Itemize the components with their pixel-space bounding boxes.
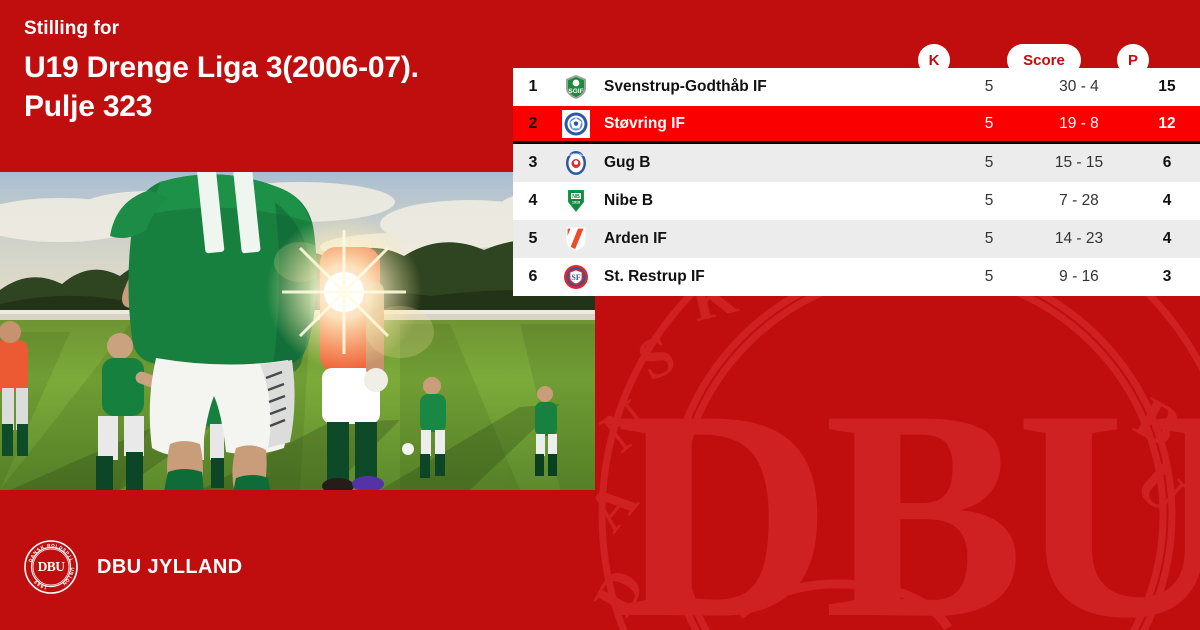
row-club: St. Restrup IF bbox=[604, 268, 705, 285]
row-k: 5 bbox=[984, 192, 994, 209]
svg-text:L: L bbox=[69, 558, 75, 562]
svg-text:N: N bbox=[61, 580, 67, 586]
row-score: 14 - 23 bbox=[1054, 230, 1104, 247]
row-score: 9 - 16 bbox=[1059, 268, 1099, 285]
svg-text:D: D bbox=[28, 557, 34, 562]
table-row[interactable]: 4 NB 1918 Nibe B 5 7 - 28 4 bbox=[513, 182, 1200, 220]
row-points: 4 bbox=[1162, 192, 1172, 209]
table-row[interactable]: 1 SGIF Svenstrup-Godthåb IF 5 30 - 4 15 bbox=[513, 68, 1200, 106]
row-k: 5 bbox=[984, 154, 994, 171]
svg-text:8: 8 bbox=[36, 582, 41, 588]
footer-brand: D A N S K B O L D S P I L U N I O N 1 8 … bbox=[24, 540, 243, 594]
table-header-pills: K Score P bbox=[513, 44, 1200, 76]
row-rank: 3 bbox=[528, 154, 538, 171]
header-kicker: Stilling for bbox=[24, 18, 120, 39]
svg-text:1918: 1918 bbox=[572, 200, 580, 204]
row-score: 7 - 28 bbox=[1059, 192, 1099, 209]
svg-text:8: 8 bbox=[39, 583, 44, 589]
svg-text:1: 1 bbox=[43, 585, 47, 591]
svg-text:SF: SF bbox=[571, 273, 580, 282]
svg-text:L: L bbox=[55, 544, 59, 550]
header-block: Stilling for U19 Drenge Liga 3(2006-07).… bbox=[24, 18, 544, 127]
column-header-k: K bbox=[918, 44, 950, 76]
row-score: 19 - 8 bbox=[1059, 114, 1099, 132]
svg-text:S: S bbox=[36, 547, 41, 553]
svg-text:S: S bbox=[61, 547, 67, 553]
column-header-score: Score bbox=[1007, 44, 1081, 76]
row-club: Nibe B bbox=[604, 192, 654, 209]
svg-text:A: A bbox=[590, 469, 651, 543]
row-rank: 6 bbox=[528, 268, 538, 285]
row-club: Svenstrup-Godthåb IF bbox=[604, 78, 767, 95]
footer-label: DBU JYLLAND bbox=[97, 555, 243, 578]
table-row[interactable]: 6 SF St. Restrup IF 5 9 - 16 3 bbox=[513, 258, 1200, 296]
row-rank: 2 bbox=[528, 114, 538, 132]
standings-table: 1 SGIF Svenstrup-Godthåb IF 5 30 - 4 15 … bbox=[513, 68, 1200, 296]
table-row[interactable]: 5 Arden IF 5 14 - 23 4 bbox=[513, 220, 1200, 258]
svg-text:B: B bbox=[47, 543, 52, 548]
svg-text:D: D bbox=[590, 558, 658, 626]
row-rank: 4 bbox=[528, 192, 538, 209]
arden-if-crest bbox=[553, 226, 599, 252]
row-points: 3 bbox=[1162, 268, 1172, 285]
svg-text:O: O bbox=[51, 543, 55, 548]
svg-text:N: N bbox=[32, 549, 38, 555]
row-k: 5 bbox=[984, 230, 994, 247]
svg-text:P: P bbox=[64, 550, 70, 556]
row-score: 15 - 15 bbox=[1054, 154, 1104, 171]
svenstrup-godthaab-if-crest: SGIF bbox=[553, 74, 599, 100]
svg-text:U: U bbox=[1124, 450, 1199, 526]
row-points: 15 bbox=[1158, 78, 1176, 95]
st-restrup-if-crest: SF bbox=[553, 264, 599, 290]
row-rank: 1 bbox=[528, 78, 538, 95]
svg-text:GUG BOLD: GUG BOLD bbox=[567, 153, 586, 157]
svg-text:N: N bbox=[590, 387, 662, 464]
football-match-photo bbox=[0, 172, 595, 490]
svg-text:9: 9 bbox=[33, 579, 39, 585]
row-club: Arden IF bbox=[604, 230, 667, 247]
table-row[interactable]: 3 GUG BOLD Gug B 5 15 - 15 6 bbox=[513, 144, 1200, 182]
svg-text:I: I bbox=[67, 575, 72, 578]
svg-text:K: K bbox=[40, 544, 46, 550]
svg-text:S: S bbox=[627, 321, 684, 394]
row-points: 12 bbox=[1158, 114, 1176, 132]
svg-text:DBU: DBU bbox=[615, 348, 1200, 630]
svg-text:U: U bbox=[70, 567, 75, 572]
row-rank: 5 bbox=[528, 230, 538, 247]
row-points: 4 bbox=[1162, 230, 1172, 247]
row-k: 5 bbox=[984, 268, 994, 285]
svg-text:D: D bbox=[58, 545, 64, 551]
gug-b-crest: GUG BOLD bbox=[553, 150, 599, 176]
row-k: 5 bbox=[984, 114, 994, 132]
column-header-p: P bbox=[1117, 44, 1149, 76]
svg-text:SGIF: SGIF bbox=[568, 88, 583, 95]
svg-text:N: N bbox=[68, 571, 74, 576]
table-row-highlighted[interactable]: 2 Støvring IF 5 19 - 8 12 bbox=[513, 106, 1200, 144]
row-points: 6 bbox=[1162, 154, 1172, 171]
svg-text:DBU: DBU bbox=[38, 559, 66, 574]
svg-text:A: A bbox=[29, 553, 35, 559]
nibe-b-crest: NB 1918 bbox=[553, 188, 599, 214]
svg-text:O: O bbox=[64, 578, 70, 584]
row-club: Støvring IF bbox=[604, 114, 685, 132]
svg-text:B: B bbox=[1125, 384, 1191, 460]
row-club: Gug B bbox=[604, 154, 651, 171]
svg-text:NB: NB bbox=[572, 194, 580, 200]
dbu-logo-icon: D A N S K B O L D S P I L U N I O N 1 8 … bbox=[24, 540, 78, 594]
row-k: 5 bbox=[984, 78, 994, 95]
page-title: U19 Drenge Liga 3(2006-07). Pulje 323 bbox=[24, 50, 419, 124]
svg-text:I: I bbox=[67, 554, 72, 558]
stoevring-if-crest bbox=[553, 109, 599, 138]
row-score: 30 - 4 bbox=[1059, 78, 1099, 95]
